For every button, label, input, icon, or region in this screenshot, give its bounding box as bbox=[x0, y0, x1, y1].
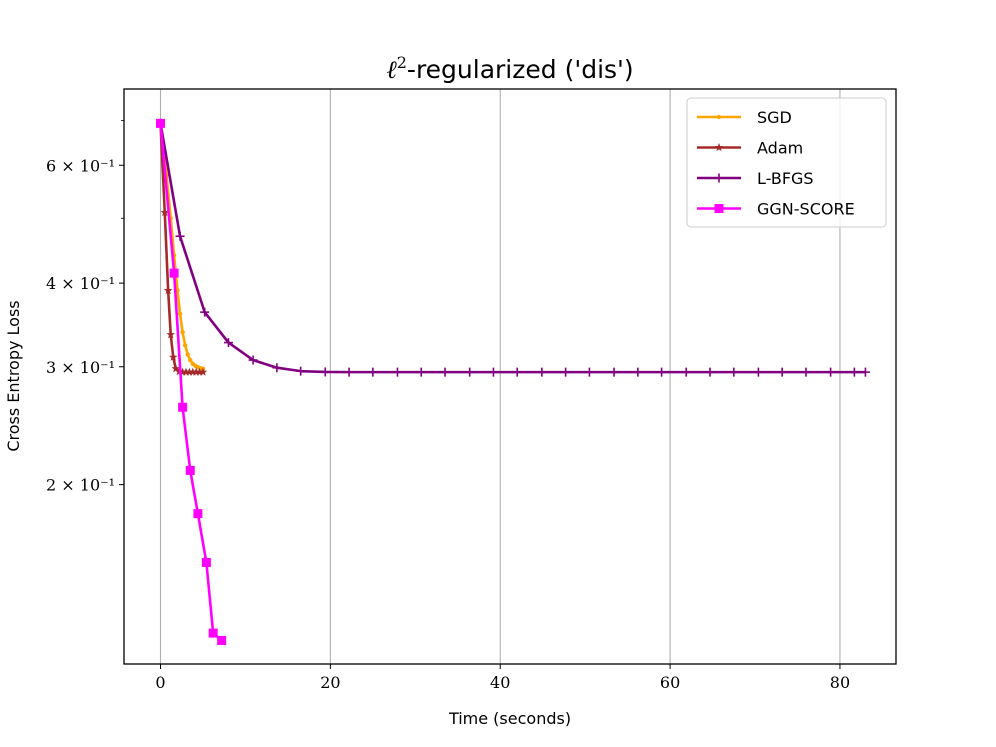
data-point-ggn-score bbox=[217, 635, 227, 645]
legend-marker bbox=[716, 114, 722, 120]
data-point-adam bbox=[168, 352, 178, 361]
data-point-sgd bbox=[177, 311, 183, 316]
data-point-adam bbox=[166, 330, 175, 339]
x-tick-label: 60 bbox=[660, 673, 680, 692]
data-point-l-bfgs bbox=[320, 367, 330, 377]
data-point-l-bfgs bbox=[416, 367, 426, 377]
data-point-l-bfgs bbox=[392, 367, 402, 377]
data-point-l-bfgs bbox=[777, 367, 787, 377]
x-tick-label: 80 bbox=[830, 673, 850, 692]
legend-box bbox=[686, 97, 887, 228]
data-point-sgd bbox=[182, 343, 188, 348]
data-point-l-bfgs bbox=[584, 367, 594, 377]
legend-item-ggn-score: GGN-SCORE bbox=[697, 200, 855, 219]
x-axis-label: Time (seconds) bbox=[448, 709, 571, 728]
data-point-l-bfgs bbox=[296, 366, 306, 376]
y-axis-label: Cross Entropy Loss bbox=[4, 300, 23, 451]
data-point-l-bfgs bbox=[753, 367, 763, 377]
data-point-l-bfgs bbox=[440, 367, 450, 377]
data-point-ggn-score bbox=[178, 402, 188, 412]
data-point-l-bfgs bbox=[801, 367, 811, 377]
legend-label: SGD bbox=[757, 108, 792, 127]
data-point-l-bfgs bbox=[175, 231, 185, 241]
data-point-l-bfgs bbox=[609, 367, 619, 377]
data-point-l-bfgs bbox=[729, 367, 739, 377]
data-point-l-bfgs bbox=[561, 367, 571, 377]
legend-item-l-bfgs: L-BFGS bbox=[697, 169, 814, 188]
data-point-l-bfgs bbox=[705, 367, 715, 377]
data-point-ggn-score bbox=[156, 118, 166, 128]
title-rest: -regularized ('dis') bbox=[407, 55, 634, 84]
legend-marker bbox=[714, 204, 724, 213]
title-superscript: 2 bbox=[397, 53, 407, 72]
data-point-l-bfgs bbox=[488, 367, 498, 377]
data-point-l-bfgs bbox=[272, 363, 282, 373]
data-point-l-bfgs bbox=[633, 367, 643, 377]
y-tick-label: 6 × 10⁻¹ bbox=[46, 156, 115, 175]
legend-item-sgd: SGD bbox=[697, 108, 792, 127]
data-point-l-bfgs bbox=[465, 367, 475, 377]
data-point-adam bbox=[178, 367, 187, 376]
x-tick-label: 40 bbox=[490, 673, 510, 692]
tick-layer: 0 20 40 60 80 6 × 10⁻¹ 4 × 10⁻¹ 3 × 10⁻¹ 2 × 10⁻… bbox=[46, 120, 850, 692]
chart-title: ℓ2-regularized ('dis') bbox=[386, 53, 633, 84]
data-point-sgd bbox=[180, 329, 185, 335]
y-tick-label: 2 × 10⁻¹ bbox=[46, 476, 115, 495]
legend-label: GGN-SCORE bbox=[757, 200, 855, 219]
data-point-adam bbox=[163, 285, 173, 295]
legend-label: L-BFGS bbox=[757, 169, 814, 188]
data-point-adam bbox=[188, 367, 198, 376]
data-point-l-bfgs bbox=[849, 367, 859, 377]
legend-marker bbox=[714, 143, 724, 152]
series-layer bbox=[156, 118, 870, 645]
legend-item-adam: Adam bbox=[697, 139, 803, 158]
data-point-l-bfgs bbox=[826, 367, 836, 377]
data-point-adam bbox=[181, 367, 191, 376]
data-point-adam bbox=[185, 367, 194, 376]
data-point-l-bfgs bbox=[860, 367, 870, 377]
data-point-l-bfgs bbox=[223, 338, 233, 348]
x-tick-label: 20 bbox=[320, 673, 340, 692]
x-tick-label: 0 bbox=[155, 673, 165, 692]
data-point-adam bbox=[171, 364, 181, 373]
legend: SGD Adam L-BFGS GGN-SCORE bbox=[686, 97, 887, 228]
legend-label: Adam bbox=[757, 139, 803, 158]
title-ell: ℓ bbox=[386, 55, 397, 84]
data-point-adam bbox=[160, 208, 170, 217]
y-tick-label: 4 × 10⁻¹ bbox=[46, 274, 115, 293]
data-point-adam bbox=[191, 367, 201, 376]
data-point-ggn-score bbox=[201, 557, 211, 567]
data-point-ggn-score bbox=[208, 628, 218, 638]
legend-marker bbox=[714, 173, 724, 183]
data-point-l-bfgs bbox=[681, 367, 691, 377]
data-point-l-bfgs bbox=[200, 307, 210, 317]
series-ggn-score bbox=[156, 118, 227, 645]
data-point-l-bfgs bbox=[368, 367, 378, 377]
data-point-l-bfgs bbox=[657, 367, 667, 377]
data-point-ggn-score bbox=[193, 509, 203, 519]
data-point-l-bfgs bbox=[248, 355, 258, 365]
data-point-l-bfgs bbox=[344, 367, 354, 377]
y-tick-label: 3 × 10⁻¹ bbox=[46, 358, 115, 377]
data-point-ggn-score bbox=[169, 268, 179, 278]
data-point-l-bfgs bbox=[512, 367, 522, 377]
data-point-ggn-score bbox=[185, 465, 195, 475]
data-point-sgd bbox=[188, 357, 193, 363]
plot-frame bbox=[123, 88, 897, 665]
data-point-adam bbox=[195, 367, 204, 376]
data-point-sgd bbox=[185, 352, 190, 357]
data-point-l-bfgs bbox=[537, 367, 547, 377]
series-line-ggn-score bbox=[159, 123, 223, 642]
data-point-adam bbox=[198, 367, 208, 376]
